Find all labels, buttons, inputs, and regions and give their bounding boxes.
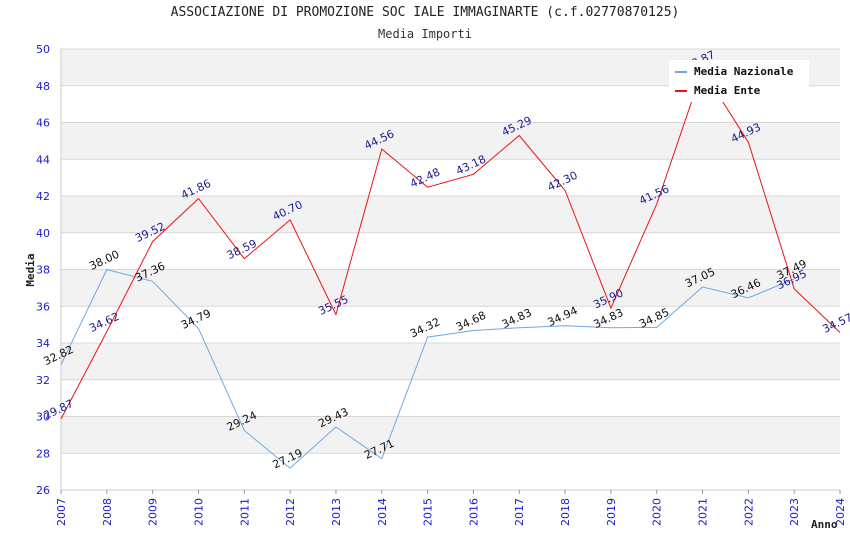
- chart-subtitle: Media Importi: [378, 27, 472, 41]
- x-tick-label: 2024: [834, 498, 847, 526]
- x-tick-label: 2013: [330, 498, 343, 526]
- x-tick-label: 2022: [742, 498, 755, 526]
- x-tick-label: 2023: [788, 498, 801, 526]
- y-tick-label: 48: [36, 80, 50, 93]
- x-tick-label: 2012: [284, 498, 297, 526]
- x-axis-ticks: 2007 2008 2009 2010 2011 2012 2013 2014 2015 2016…: [55, 490, 847, 526]
- grid-band: [61, 343, 840, 380]
- y-tick-label: 34: [36, 337, 50, 350]
- y-tick-label: 50: [36, 43, 50, 56]
- legend-label-media-nazionale: Media Nazionale: [694, 65, 794, 78]
- x-tick-label: 2015: [422, 498, 435, 526]
- series-line-media-nazionale: [60, 268, 795, 469]
- y-tick-label: 44: [36, 153, 50, 166]
- y-tick-label: 42: [36, 190, 50, 203]
- x-tick-label: 2011: [238, 498, 251, 526]
- x-tick-label: 2008: [101, 498, 114, 526]
- y-tick-label: 38: [36, 264, 50, 277]
- x-tick-label: 2014: [376, 498, 389, 526]
- x-tick-label: 2021: [697, 498, 710, 526]
- y-axis-label: Media: [24, 253, 37, 286]
- grid-band: [61, 122, 840, 160]
- y-tick-label: 46: [36, 117, 50, 130]
- x-tick-label: 2007: [55, 498, 68, 526]
- x-tick-label: 2010: [192, 498, 205, 526]
- y-tick-label: 40: [36, 227, 50, 240]
- legend-label-media-ente: Media Ente: [694, 84, 761, 97]
- x-axis-label: Anno: [811, 518, 838, 531]
- x-tick-label: 2018: [559, 498, 572, 526]
- x-tick-label: 2017: [513, 498, 526, 526]
- y-tick-label: 30: [36, 411, 50, 424]
- y-tick-label: 28: [36, 447, 50, 460]
- grid-band: [61, 416, 840, 454]
- legend-box: [669, 60, 809, 102]
- y-tick-label: 32: [36, 374, 50, 387]
- legend: Media Nazionale Media Ente: [669, 60, 809, 102]
- chart-title: ASSOCIAZIONE DI PROMOZIONE SOC IALE IMMA…: [170, 5, 680, 20]
- x-tick-label: 2016: [467, 498, 480, 526]
- y-axis-ticks: 26 28 30 32 34 36 38 40 42 44 46 48 50: [36, 43, 50, 497]
- x-tick-label: 2009: [147, 498, 160, 526]
- grid-band: [61, 196, 840, 233]
- gridlines: [60, 48, 840, 491]
- x-tick-label: 2019: [605, 498, 618, 526]
- y-tick-label: 36: [36, 300, 50, 313]
- x-tick-label: 2020: [651, 498, 664, 526]
- grid-band: [61, 269, 840, 307]
- y-tick-label: 26: [36, 484, 50, 497]
